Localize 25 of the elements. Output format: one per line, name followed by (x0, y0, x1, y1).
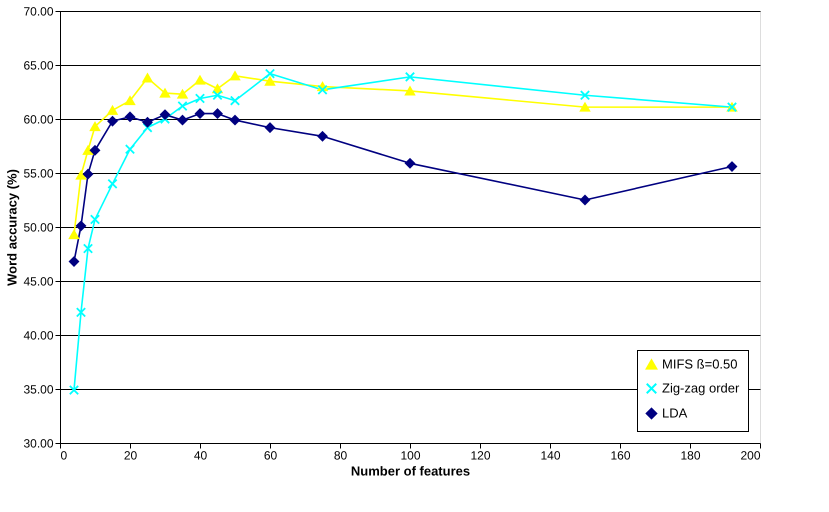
x-tick-label: 140 (540, 448, 561, 462)
x-tick-label: 60 (264, 448, 278, 462)
legend-label: Zig-zag order (662, 380, 740, 396)
y-tick-label: 35.00 (23, 382, 54, 396)
x-tick-label: 180 (680, 448, 701, 462)
y-tick-label: 60.00 (23, 112, 54, 126)
y-tick-label: 45.00 (23, 274, 54, 288)
x-tick-label: 0 (60, 448, 68, 462)
x-tick-label: 160 (610, 448, 631, 462)
x-tick-label: 100 (400, 448, 421, 462)
y-tick-label: 40.00 (23, 328, 54, 342)
y-tick-label: 30.00 (23, 436, 54, 450)
x-tick-label: 20 (124, 448, 138, 462)
x-tick-label: 200 (740, 448, 761, 462)
y-tick-label: 65.00 (23, 58, 54, 72)
legend-label: MIFS ß=0.50 (662, 356, 738, 372)
y-tick-label: 70.00 (23, 4, 54, 18)
x-tick-label: 40 (194, 448, 208, 462)
y-axis-title: Word accuracy (%) (4, 169, 20, 286)
y-tick-label: 50.00 (23, 220, 54, 234)
x-tick-label: 80 (334, 448, 348, 462)
x-axis-title: Number of features (350, 464, 470, 478)
y-tick-label: 55.00 (23, 166, 54, 180)
x-tick-label: 120 (470, 448, 491, 462)
legend-label: LDA (662, 406, 688, 420)
